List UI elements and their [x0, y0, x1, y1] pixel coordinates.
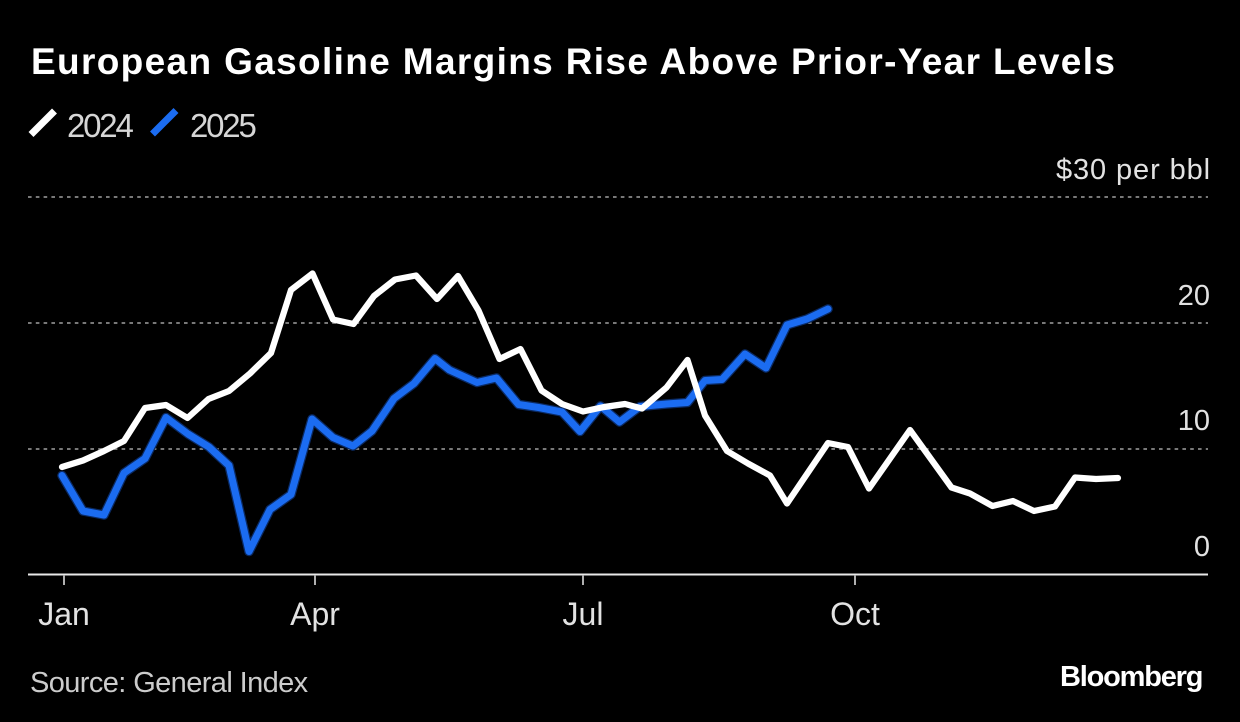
- svg-text:10: 10: [1178, 405, 1210, 437]
- svg-text:$30 per bbl: $30 per bbl: [1056, 154, 1211, 186]
- svg-text:Source: General Index: Source: General Index: [30, 667, 309, 699]
- svg-text:Apr: Apr: [290, 596, 340, 632]
- svg-text:European Gasoline Margins Rise: European Gasoline Margins Rise Above Pri…: [31, 41, 1116, 82]
- svg-text:Jan: Jan: [38, 596, 90, 632]
- svg-text:Bloomberg: Bloomberg: [1060, 661, 1202, 693]
- svg-text:2025: 2025: [190, 107, 255, 144]
- svg-text:Oct: Oct: [830, 596, 880, 632]
- svg-text:2024: 2024: [67, 107, 133, 144]
- svg-text:Jul: Jul: [563, 596, 604, 632]
- svg-text:20: 20: [1178, 280, 1210, 312]
- svg-text:0: 0: [1194, 531, 1210, 563]
